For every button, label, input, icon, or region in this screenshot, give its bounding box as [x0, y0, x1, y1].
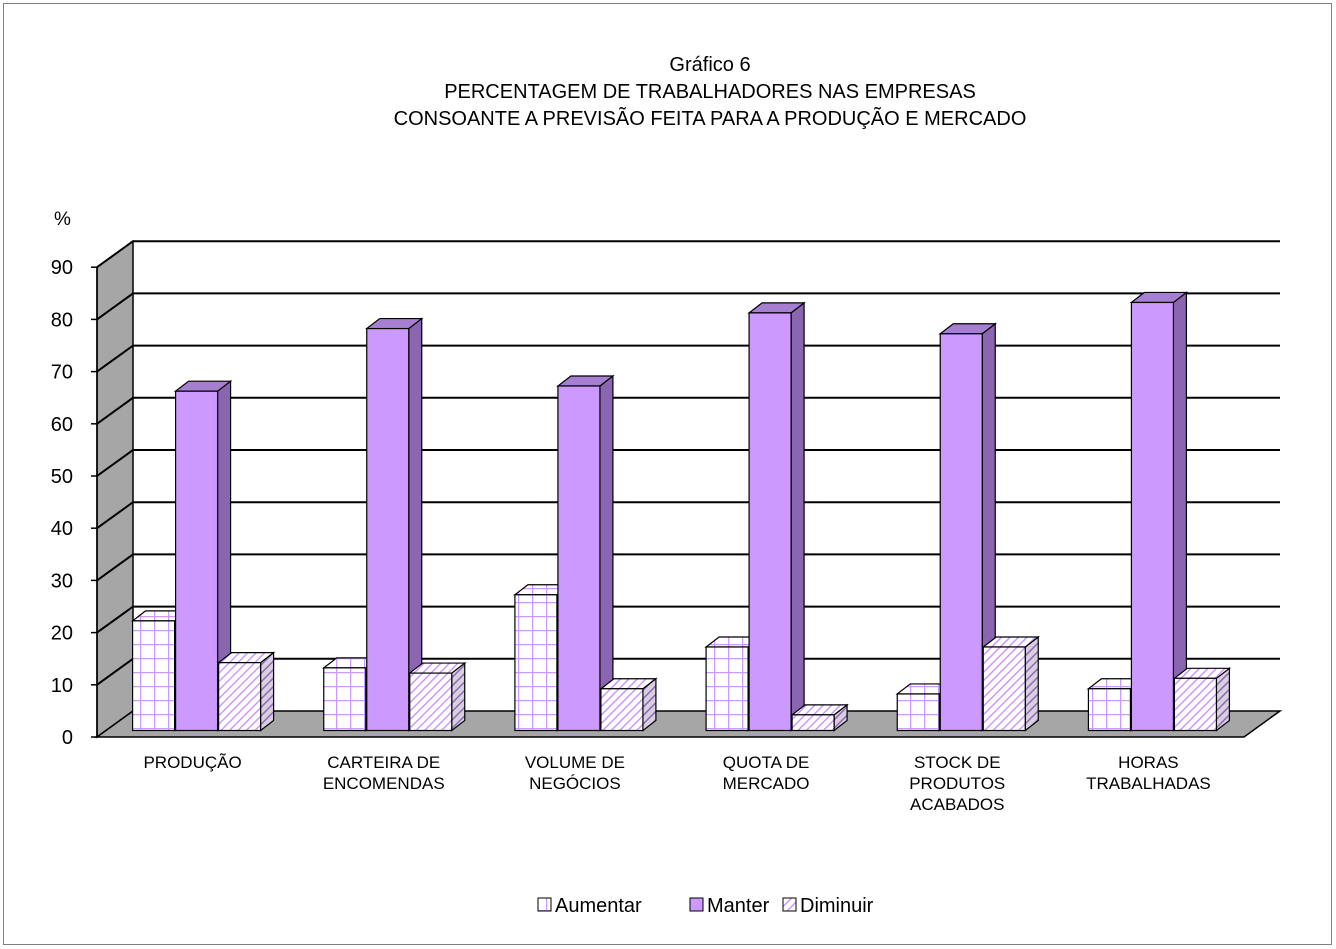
- chart-walls: [94, 239, 1283, 739]
- chart-title-line-1: Gráfico 6: [669, 54, 750, 76]
- bar-front: [896, 693, 940, 732]
- gridline: [96, 292, 1280, 321]
- legend-item-aumentar: Aumentar: [537, 895, 642, 917]
- x-tick-label-line: TRABALHADAS: [1086, 774, 1211, 793]
- gridline: [96, 344, 1280, 373]
- bar-front: [514, 594, 558, 732]
- bar-manter: [173, 379, 233, 732]
- bar-manter: [747, 301, 806, 732]
- legend: Aumentar Manter Diminuir: [537, 895, 874, 917]
- y-axis-unit-label: %: [54, 209, 71, 230]
- chart-title-line-2: PERCENTAGEM DE TRABALHADORES NAS EMPRESA…: [444, 81, 976, 103]
- gridline: [96, 449, 1280, 477]
- bar-front: [1130, 301, 1175, 732]
- bars: [130, 291, 1232, 732]
- x-tick-label-line: STOCK DE: [914, 753, 1001, 772]
- bar-front: [323, 667, 367, 732]
- bar-side: [599, 374, 614, 732]
- legend-label: Diminuir: [800, 895, 874, 917]
- bar-front: [791, 714, 835, 732]
- bar-manter: [938, 322, 998, 732]
- x-tick-label-line: HORAS: [1118, 753, 1178, 772]
- x-tick-label-line: ACABADOS: [910, 795, 1004, 814]
- y-tick-label: 20: [51, 623, 73, 645]
- bar-front: [748, 312, 792, 732]
- y-tick-label: 0: [62, 727, 73, 749]
- y-tick-label: 90: [51, 257, 73, 279]
- gridline: [96, 240, 1280, 269]
- gridline: [96, 501, 1280, 530]
- bar-front: [982, 646, 1026, 732]
- y-tick-label: 50: [51, 466, 73, 488]
- x-tick-label-line: PRODUTOS: [909, 774, 1005, 793]
- y-tick-label: 40: [51, 518, 73, 540]
- legend-label: Manter: [707, 895, 770, 917]
- x-tick-label-line: PRODUÇÃO: [143, 753, 241, 772]
- back-wall: [133, 241, 1280, 711]
- legend-swatch: [537, 897, 552, 912]
- bar-diminuir: [216, 651, 276, 732]
- bar-diminuir: [981, 635, 1041, 732]
- bar-front: [217, 662, 262, 732]
- bar-front: [409, 672, 453, 732]
- x-tick-label: STOCK DE PRODUTOS ACABADOS: [909, 753, 1005, 814]
- x-tick-label-line: VOLUME DE: [525, 753, 625, 772]
- bar-front: [705, 646, 749, 732]
- gridline: [96, 605, 1280, 634]
- x-tick-label: HORAS TRABALHADAS: [1086, 753, 1211, 793]
- x-tick-label-line: CARTEIRA DE: [327, 753, 440, 772]
- bar-front: [600, 688, 644, 732]
- legend-item-manter: Manter: [689, 895, 770, 917]
- y-tick-label: 60: [51, 414, 73, 436]
- bar-front: [557, 385, 601, 732]
- bar-front: [1087, 688, 1132, 732]
- bar-side: [1215, 667, 1231, 732]
- bar-diminuir: [599, 677, 658, 732]
- legend-swatch: [782, 897, 797, 912]
- bar-side: [790, 301, 805, 732]
- x-tick-label: PRODUÇÃO: [143, 753, 241, 772]
- bar-front: [131, 620, 176, 732]
- bar-front: [366, 327, 410, 732]
- bar-manter: [1129, 291, 1189, 732]
- x-tick-label: QUOTA DE MERCADO: [723, 753, 810, 793]
- bar-manter: [364, 317, 424, 732]
- y-tick-label: 70: [51, 362, 73, 384]
- bar-side: [451, 661, 466, 732]
- x-tick-label-line: QUOTA DE: [723, 753, 810, 772]
- bar-side: [1024, 635, 1039, 732]
- bar-front: [939, 333, 983, 732]
- bar-diminuir: [790, 703, 849, 732]
- x-tick-label: VOLUME DE NEGÓCIOS: [525, 753, 625, 793]
- bar-side: [259, 651, 275, 732]
- x-tick-label-line: MERCADO: [723, 774, 810, 793]
- legend-swatch: [689, 897, 704, 912]
- y-tick-label: 80: [51, 309, 73, 331]
- y-tick-label: 30: [51, 570, 73, 592]
- bar-front: [174, 390, 219, 732]
- bar-front: [1173, 677, 1218, 732]
- bar-diminuir: [407, 661, 467, 732]
- bar-manter: [556, 374, 615, 732]
- gridline: [96, 396, 1280, 425]
- y-tick-label: 10: [51, 675, 73, 697]
- gridline: [96, 553, 1280, 582]
- chart-title: Gráfico 6 PERCENTAGEM DE TRABALHADORES N…: [394, 54, 1027, 130]
- y-axis-ticks: 0 10 20 30 40 50 60 70 80 90: [51, 257, 98, 749]
- x-axis-labels: PRODUÇÃO CARTEIRA DE ENCOMENDAS VOLUME DE NE…: [143, 753, 1210, 814]
- chart-title-line-3: CONSOANTE A PREVISÃO FEITA PARA A PRODUÇ…: [394, 106, 1027, 130]
- bar-side: [1172, 291, 1188, 732]
- x-tick-label-line: ENCOMENDAS: [323, 774, 445, 793]
- x-tick-label-line: NEGÓCIOS: [529, 774, 621, 793]
- legend-item-diminuir: Diminuir: [782, 895, 874, 917]
- bar-diminuir: [1172, 667, 1232, 732]
- legend-label: Aumentar: [555, 895, 642, 917]
- x-tick-label: CARTEIRA DE ENCOMENDAS: [323, 753, 445, 793]
